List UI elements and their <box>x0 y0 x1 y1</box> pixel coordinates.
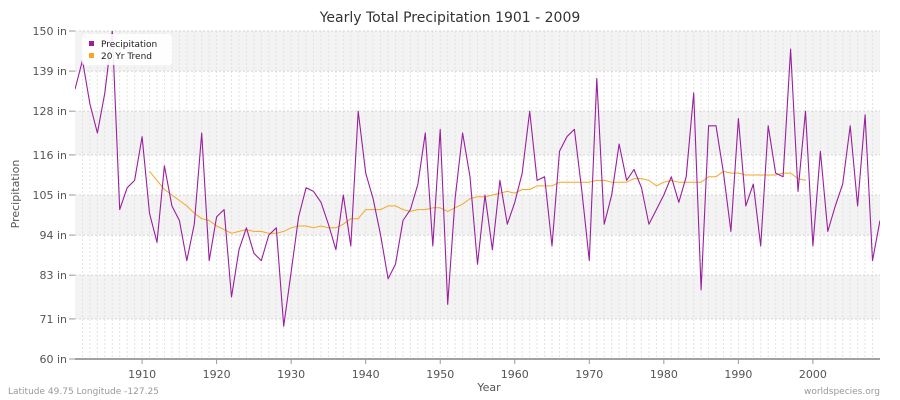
x-axis-title: Year <box>476 381 501 394</box>
legend-swatch-trend <box>89 53 94 58</box>
x-axis-ticks: 1910 1920 1930 1940 1950 1960 1970 1980 1990 2000 <box>128 359 827 381</box>
x-tick-label: 1980 <box>650 368 678 381</box>
x-tick-label: 1960 <box>501 368 529 381</box>
x-tick-label: 1910 <box>128 368 156 381</box>
x-tick-label: 2000 <box>799 368 827 381</box>
y-tick-label: 60 in <box>39 353 67 366</box>
y-axis-title: Precipitation <box>9 160 22 229</box>
series-line-20-yr-trend <box>149 170 806 234</box>
y-tick-label: 128 in <box>32 105 67 118</box>
legend-box <box>82 34 172 65</box>
y-tick-label: 105 in <box>32 189 67 202</box>
y-tick-label: 71 in <box>39 313 67 326</box>
x-tick-label: 1970 <box>575 368 603 381</box>
legend-label-trend: 20 Yr Trend <box>101 52 152 62</box>
x-tick-label: 1920 <box>203 368 231 381</box>
series-line-precipitation <box>75 31 880 327</box>
legend-label-precipitation: Precipitation <box>101 40 157 50</box>
y-tick-label: 150 in <box>32 25 67 38</box>
footer-coordinates: Latitude 49.75 Longitude -127.25 <box>8 387 159 397</box>
x-tick-label: 1950 <box>426 368 454 381</box>
footer-source: worldspecies.org <box>804 387 880 397</box>
y-tick-label: 116 in <box>32 149 67 162</box>
x-tick-label: 1930 <box>277 368 305 381</box>
legend-swatch-precipitation <box>89 41 94 46</box>
y-tick-label: 139 in <box>32 65 67 78</box>
x-tick-label: 1940 <box>352 368 380 381</box>
y-axis-ticks: 60 in 71 in 83 in 94 in 105 in 116 in 128 in 13… <box>32 25 75 366</box>
chart-title: Yearly Total Precipitation 1901 - 2009 <box>319 10 581 26</box>
legend: Precipitation 20 Yr Trend <box>82 34 172 65</box>
y-tick-label: 94 in <box>39 229 67 242</box>
x-tick-label: 1990 <box>724 368 752 381</box>
series-layer <box>75 31 880 327</box>
y-tick-label: 83 in <box>39 269 67 282</box>
